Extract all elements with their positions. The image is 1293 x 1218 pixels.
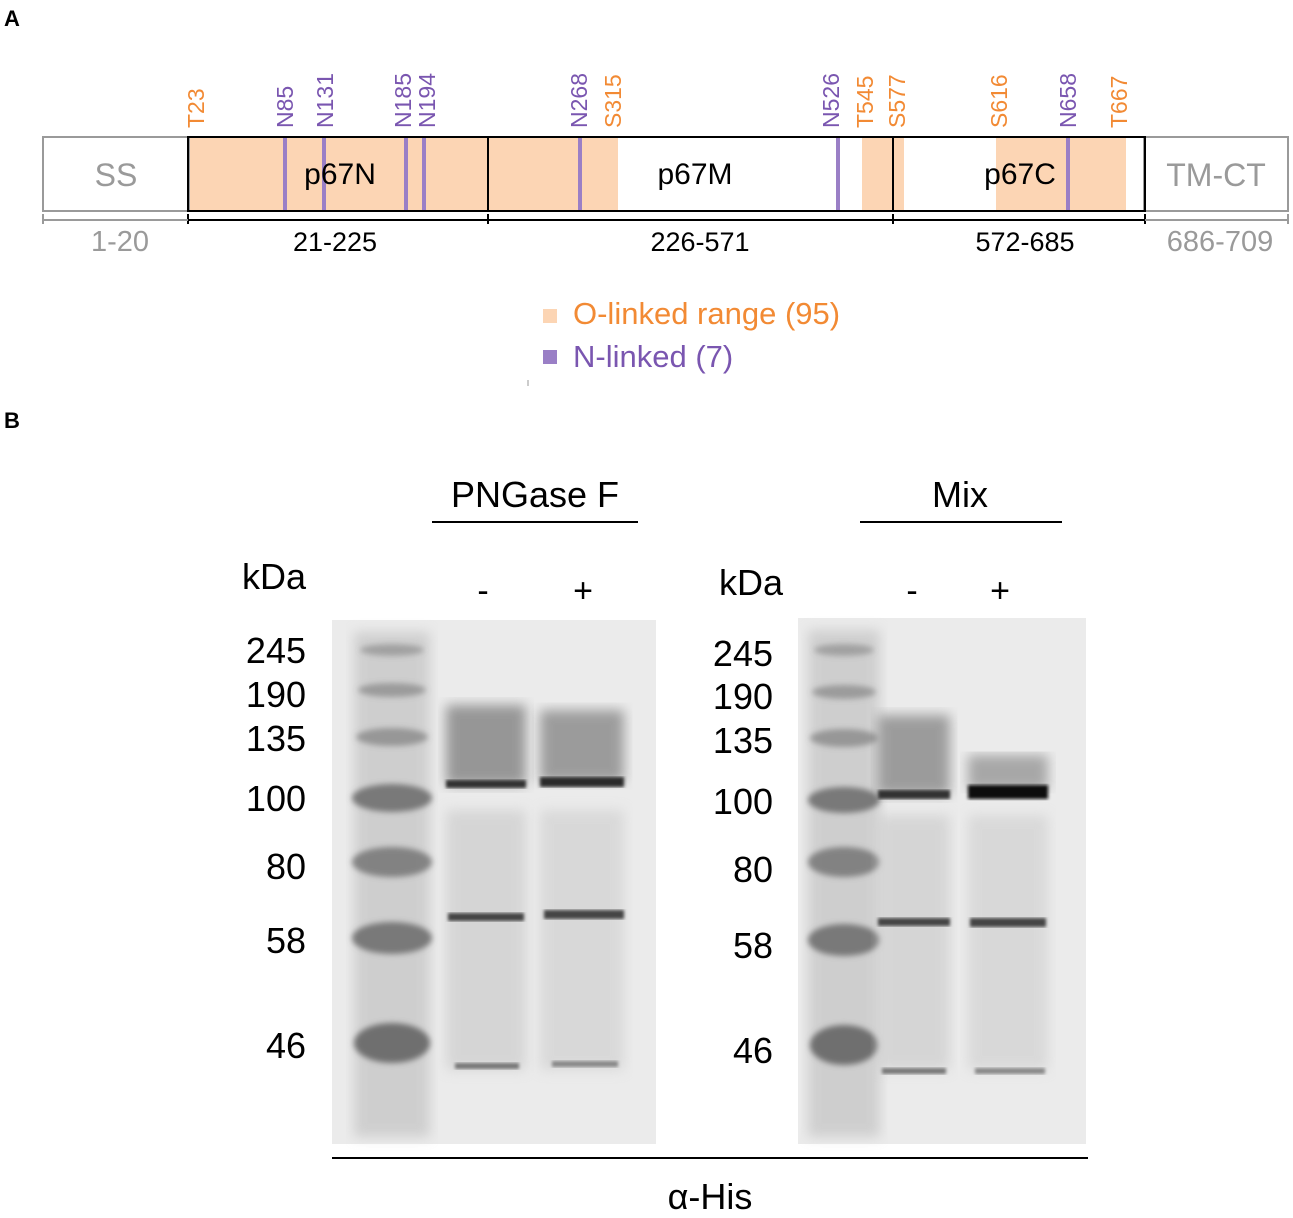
sample-band: [975, 1068, 1045, 1074]
marker-label: 245: [712, 633, 773, 674]
kda-label-right: kDa: [718, 562, 783, 603]
ladder-band: [812, 685, 876, 699]
o-linked-range: [996, 138, 1126, 210]
range-label-ss: 1-20: [90, 226, 150, 258]
legend-o-linked: O-linked range (95): [573, 296, 841, 331]
ladder-band: [360, 644, 424, 656]
ladder-band: [356, 728, 428, 746]
marker-label: 190: [245, 674, 306, 715]
ss-label: SS: [94, 157, 138, 193]
panel-a-label: A: [4, 6, 20, 31]
ladder-band: [808, 787, 880, 813]
treatment-label-mix: Mix: [932, 474, 988, 515]
treatment-line-left: [432, 521, 638, 523]
range-label-p67m: 226-571: [650, 227, 750, 257]
sample-band: [968, 785, 1048, 799]
ladder-band: [352, 784, 432, 812]
sample-band: [540, 777, 624, 787]
tmct-box: [1143, 136, 1289, 212]
p67m-label: p67M: [657, 158, 733, 191]
marker-label: 46: [732, 1030, 773, 1071]
lane-minus-left: -: [477, 572, 489, 610]
sample-band: [970, 918, 1046, 927]
lane-minus-right: -: [906, 572, 918, 610]
legend-n-linked: N-linked (7): [573, 339, 734, 374]
marker-label: 245: [245, 630, 306, 671]
marker-label: 80: [265, 846, 306, 887]
ss-box: [42, 136, 190, 212]
ladder-band: [810, 1025, 878, 1065]
p67n-label: p67N: [304, 158, 376, 191]
sample-band: [552, 1061, 618, 1067]
p67c-label: p67C: [984, 158, 1056, 191]
o-linked-range: [862, 138, 904, 210]
marker-label: 58: [732, 925, 773, 966]
antibody-label: α-His: [667, 1176, 753, 1217]
marker-label: 135: [245, 718, 306, 759]
marker-label: 135: [712, 720, 773, 761]
ladder-band: [354, 1023, 430, 1063]
marker-label: 46: [265, 1025, 306, 1066]
marker-label: 100: [712, 781, 773, 822]
marker-label: 58: [265, 920, 306, 961]
panel-b-label: B: [4, 408, 20, 433]
marker-label: 80: [732, 849, 773, 890]
sample-band: [878, 918, 950, 926]
n-linked-sites: [283, 138, 1070, 210]
marker-label: 100: [245, 778, 306, 819]
n-linked-swatch: [543, 350, 557, 364]
o-linked-swatch: [543, 309, 557, 323]
sample-band: [446, 780, 526, 788]
range-label-p67c: 572-685: [975, 227, 1075, 257]
blot-right: [798, 618, 1086, 1144]
lane-plus-right: +: [990, 572, 1010, 610]
blot-left: [332, 620, 656, 1144]
sample-band: [878, 790, 950, 799]
marker-label: 190: [712, 676, 773, 717]
kda-label-left: kDa: [241, 556, 306, 597]
ladder-band: [358, 683, 426, 697]
lane-plus-left: +: [573, 572, 593, 610]
ladder-band: [808, 847, 880, 877]
sample-band: [882, 1068, 946, 1074]
treatment-line-right: [860, 521, 1062, 523]
tmct-label: TM-CT: [1166, 157, 1266, 193]
ladder-band: [810, 729, 878, 747]
sample-band: [455, 1063, 519, 1069]
sample-band: [448, 913, 524, 921]
treatment-label-pngase: PNGase F: [450, 474, 620, 515]
range-label-tmct: 686-709: [1166, 226, 1274, 258]
range-label-p67n: 21-225: [292, 227, 378, 257]
ladder-band: [808, 924, 880, 956]
ladder-band: [352, 922, 432, 954]
p67c-box: [892, 136, 1146, 212]
ladder-band: [352, 847, 432, 877]
ladder-band: [814, 644, 874, 656]
sample-band: [544, 910, 624, 919]
